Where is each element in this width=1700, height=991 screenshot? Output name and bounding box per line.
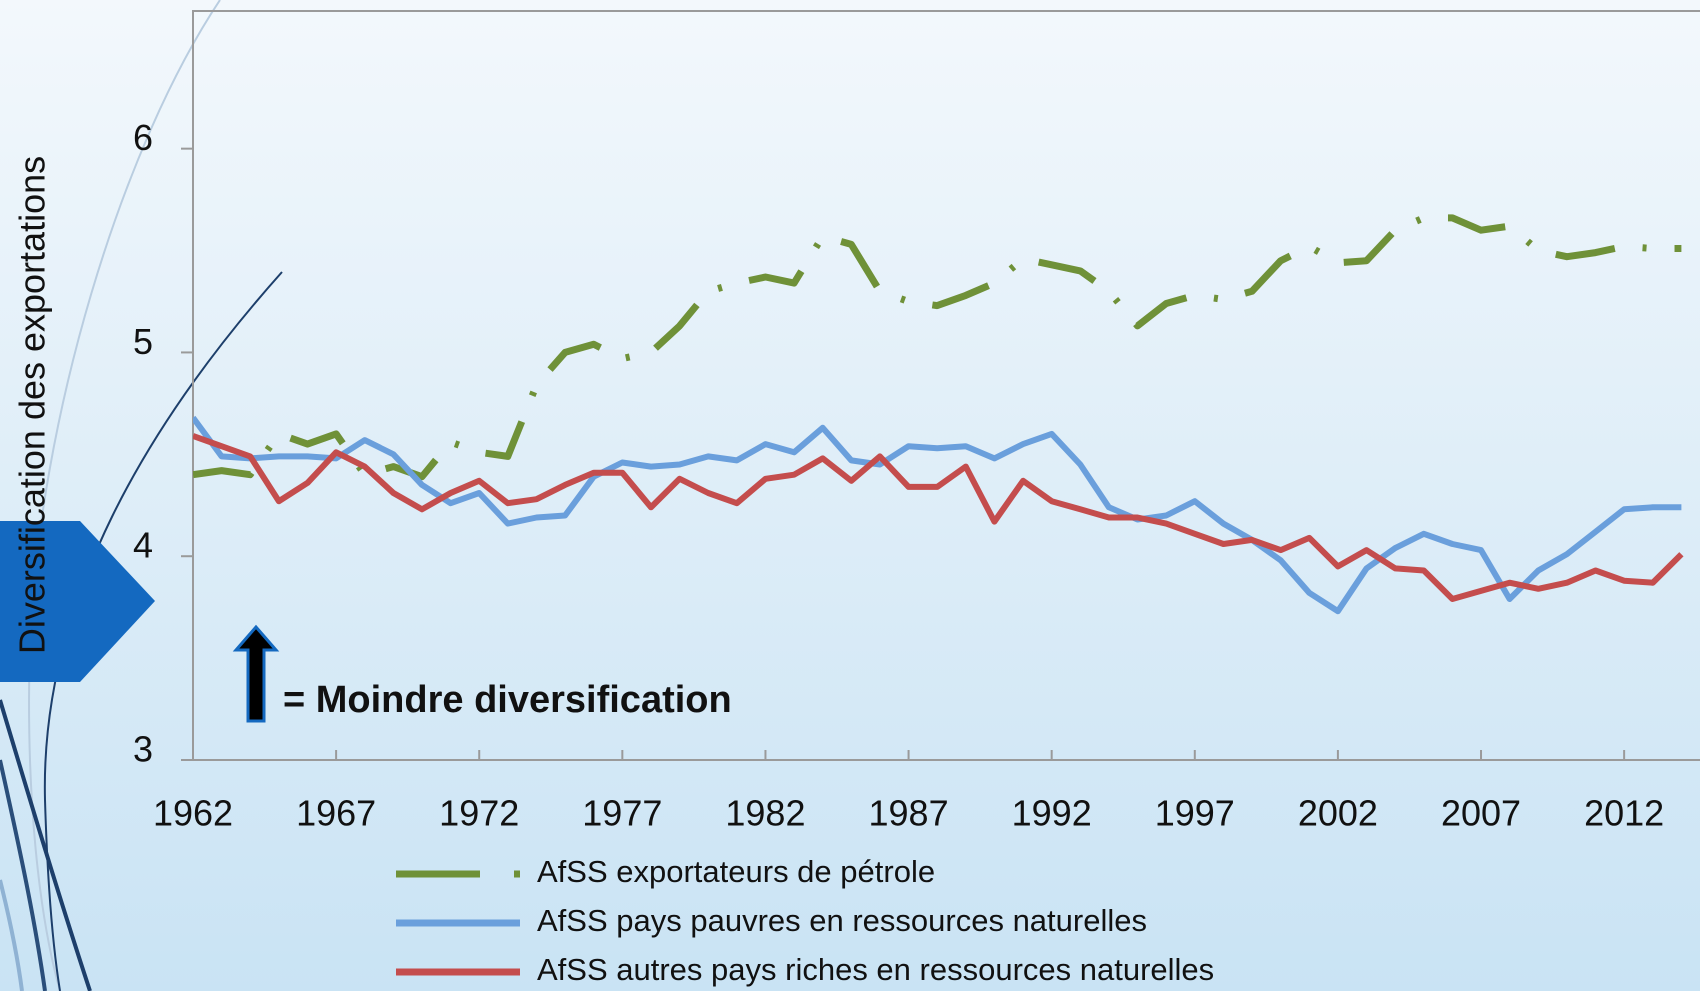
page: Diversification des exportations = Moind…	[0, 0, 1700, 991]
x-tick-label: 1972	[439, 793, 519, 834]
x-tick-label: 1967	[296, 793, 376, 834]
y-tick-label: 4	[133, 525, 153, 566]
y-tick-label: 6	[133, 117, 153, 158]
chart: Diversification des exportations = Moind…	[0, 0, 1700, 991]
y-axis-label: Diversification des exportations	[12, 156, 53, 654]
legend-label: AfSS pays pauvres en ressources naturell…	[537, 903, 1147, 938]
x-tick-label: 1977	[582, 793, 662, 834]
y-tick-label: 5	[133, 321, 153, 362]
annotation: = Moindre diversification	[283, 679, 732, 721]
x-tick-label: 1962	[153, 793, 233, 834]
x-tick-label: 1992	[1012, 793, 1092, 834]
x-tick-label: 1997	[1155, 793, 1235, 834]
y-tick-label: 3	[133, 729, 153, 770]
x-tick-label: 2007	[1441, 793, 1521, 834]
x-tick-label: 1987	[869, 793, 949, 834]
x-tick-label: 2012	[1584, 793, 1664, 834]
background	[0, 0, 1700, 991]
x-tick-label: 2002	[1298, 793, 1378, 834]
legend-label: AfSS autres pays riches en ressources na…	[537, 952, 1214, 987]
legend-label: AfSS exportateurs de pétrole	[537, 854, 935, 889]
x-tick-label: 1982	[725, 793, 805, 834]
